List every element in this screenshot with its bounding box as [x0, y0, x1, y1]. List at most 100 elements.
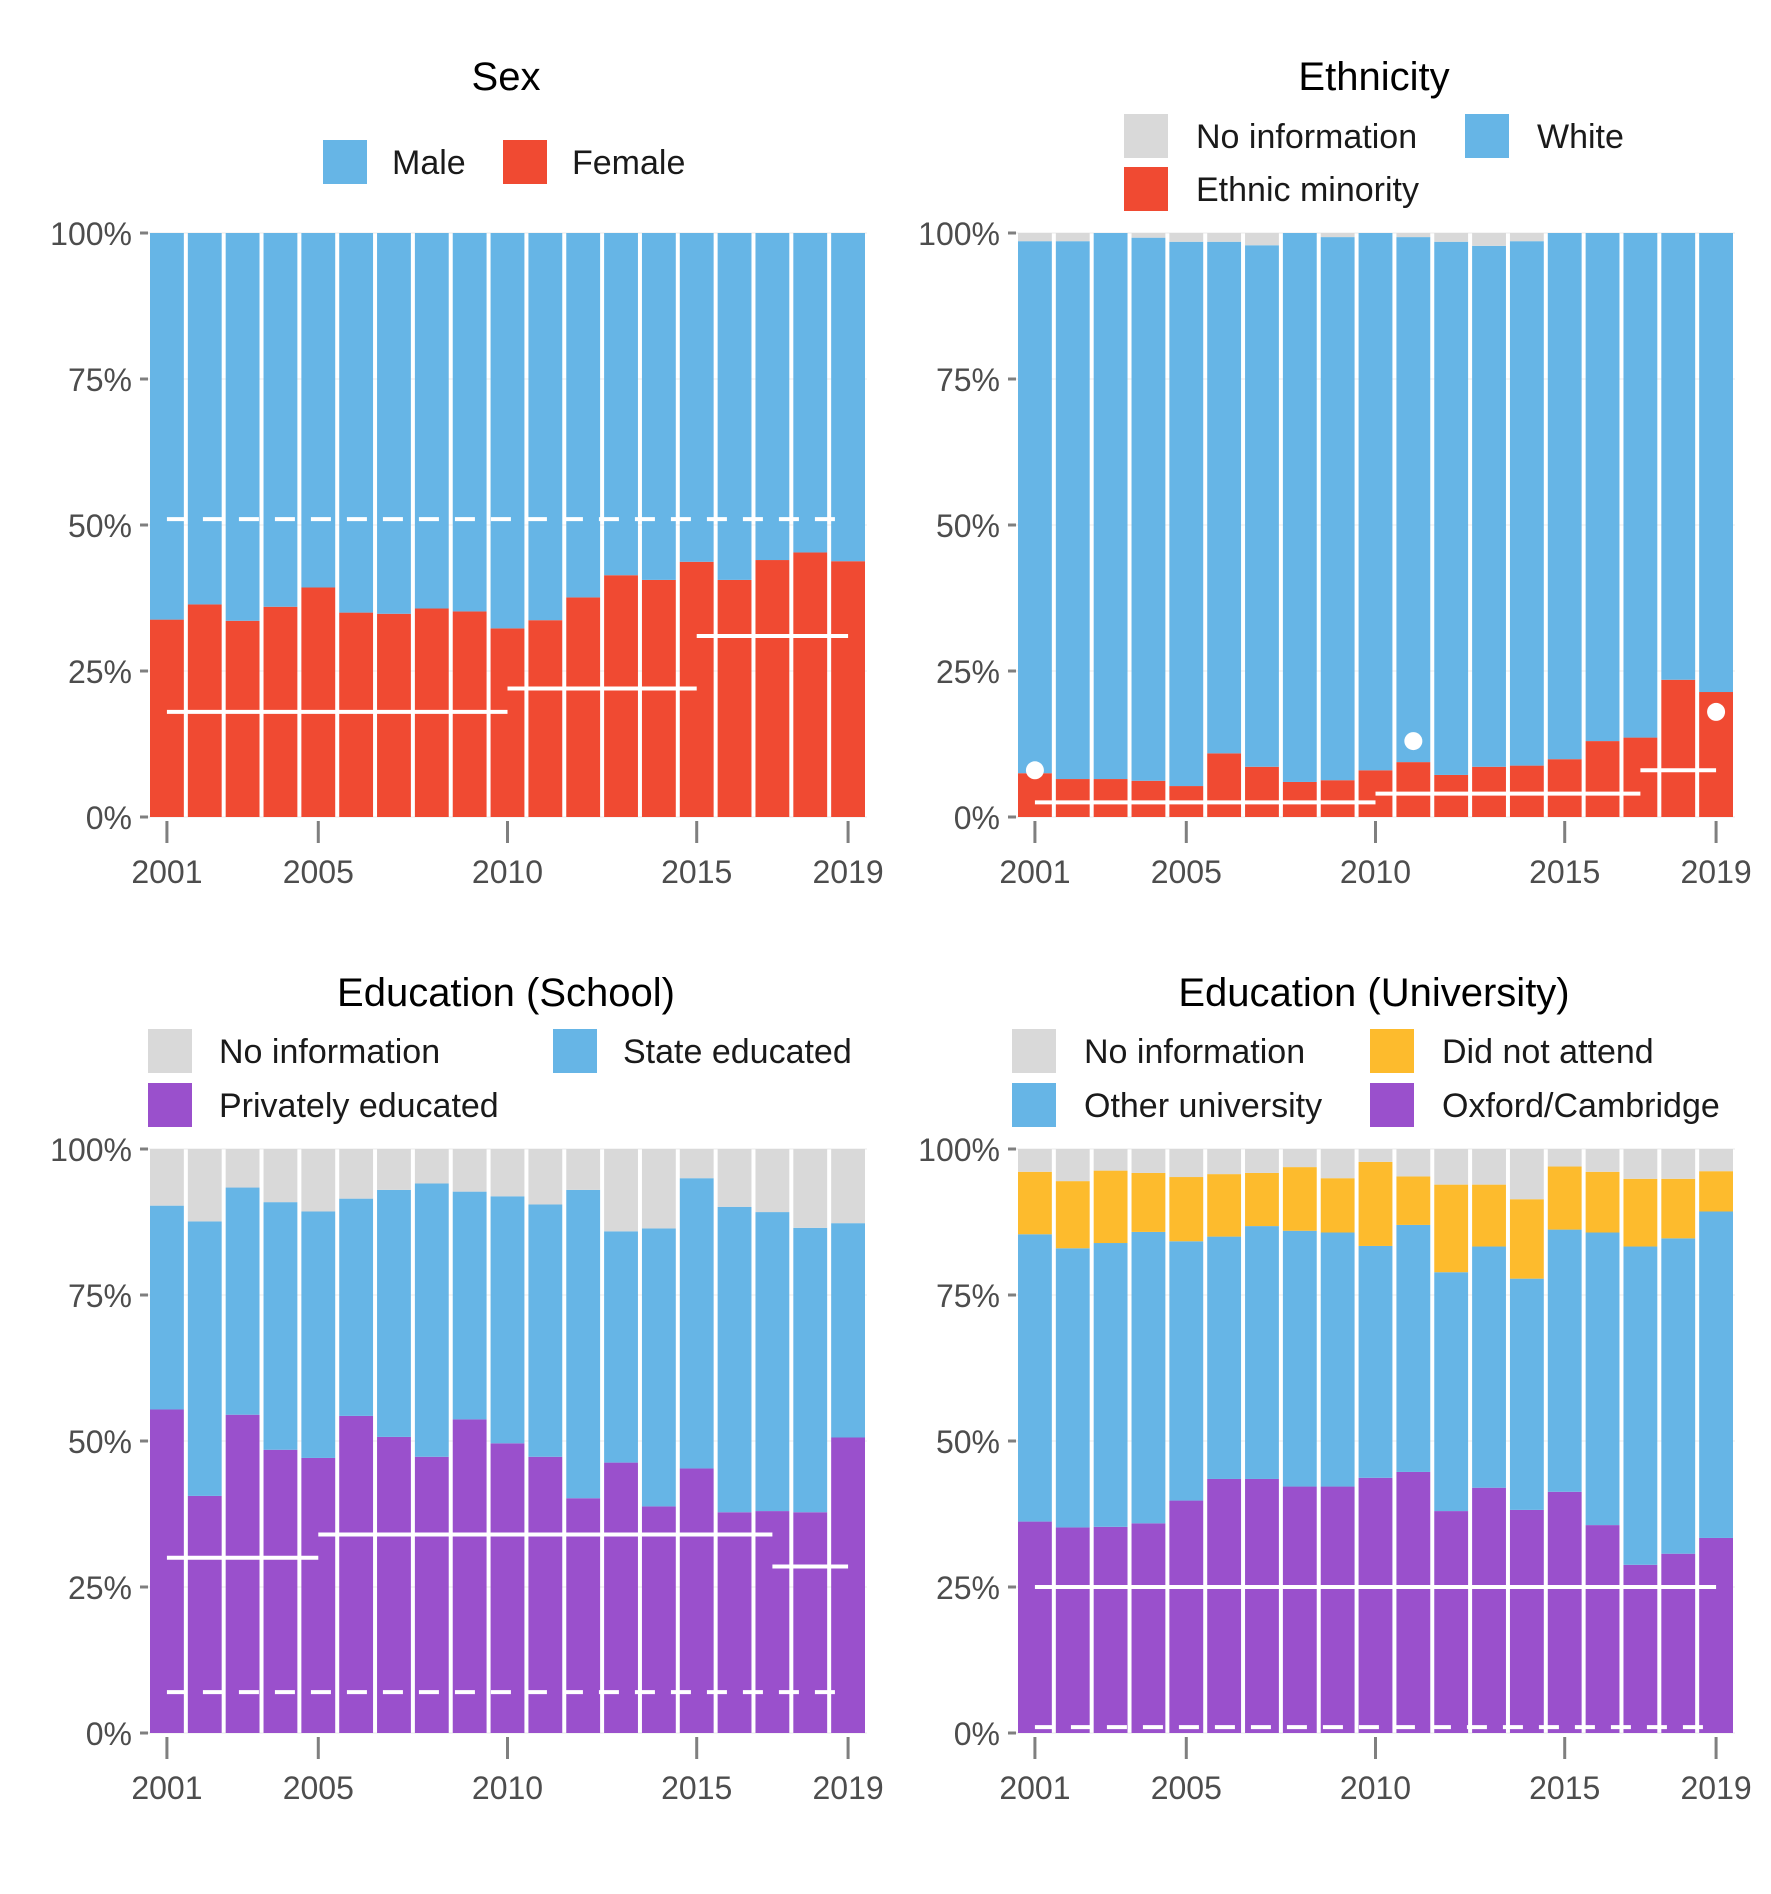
legend-label-male: Male	[392, 144, 466, 182]
bar-no-information-2009	[452, 1149, 487, 1192]
bar-did-not-attend-2002	[1055, 1181, 1090, 1249]
reference-point-0	[1025, 761, 1044, 780]
bar-no-information-2008	[414, 1149, 449, 1184]
bar-privately-educated-2015	[679, 1468, 714, 1733]
bar-no-information-2010	[490, 1149, 525, 1197]
bar-no-information-2009	[1320, 1149, 1355, 1179]
x-tick-label: 2010	[1340, 854, 1411, 890]
bar-other-university-2008	[1282, 1230, 1317, 1487]
bar-privately-educated-2017	[755, 1511, 790, 1733]
bar-privately-educated-2003	[225, 1414, 260, 1733]
bar-white-2017	[1623, 233, 1658, 738]
bar-no-information-2004	[1131, 233, 1166, 238]
reference-point-2	[1707, 702, 1726, 721]
bar-no-information-2018	[793, 1149, 828, 1228]
bar-privately-educated-2002	[187, 1495, 222, 1733]
bar-white-2015	[1547, 233, 1582, 760]
bar-did-not-attend-2008	[1282, 1167, 1317, 1231]
bar-no-information-2015	[1547, 1149, 1582, 1167]
bar-no-information-2005	[301, 1149, 336, 1212]
legend-label-oxford-cambridge: Oxford/Cambridge	[1442, 1087, 1720, 1125]
bar-no-information-2012	[566, 1149, 601, 1190]
legend-swatch-male	[323, 140, 367, 184]
bar-oxford-cambridge-2011	[1396, 1471, 1431, 1733]
bar-state-educated-2010	[490, 1196, 525, 1444]
x-tick-label: 2001	[131, 1770, 202, 1806]
legend-swatch-no-information	[1012, 1029, 1056, 1073]
bar-state-educated-2014	[641, 1228, 676, 1507]
y-tick-label: 0%	[86, 1716, 132, 1752]
bar-male-2009	[452, 233, 487, 612]
bar-oxford-cambridge-2010	[1358, 1477, 1393, 1733]
bar-did-not-attend-2018	[1661, 1178, 1696, 1239]
x-tick-label: 2019	[1680, 854, 1751, 890]
bar-other-university-2013	[1472, 1246, 1506, 1488]
bar-ethnic-minority-2004	[1131, 780, 1166, 817]
y-tick-label: 50%	[936, 1424, 1000, 1460]
bar-privately-educated-2013	[604, 1462, 638, 1733]
bar-ethnic-minority-2001	[1018, 773, 1052, 817]
series-oxford-cambridge	[1018, 1471, 1733, 1733]
bar-state-educated-2012	[566, 1189, 601, 1499]
bar-no-information-2019	[1699, 1149, 1733, 1172]
legend-label-no-information: No information	[219, 1033, 440, 1071]
bar-did-not-attend-2004	[1131, 1172, 1166, 1232]
bar-no-information-2006	[1207, 233, 1242, 242]
bar-no-information-2017	[755, 1149, 790, 1213]
bar-white-2018	[1661, 233, 1696, 680]
bar-did-not-attend-2011	[1396, 1176, 1431, 1225]
y-tick-label: 75%	[68, 362, 132, 398]
bar-no-information-2002	[1055, 1149, 1090, 1182]
bar-female-2001	[150, 619, 184, 817]
bar-oxford-cambridge-2003	[1093, 1526, 1128, 1733]
bar-male-2019	[831, 233, 865, 562]
bar-privately-educated-2006	[339, 1415, 374, 1733]
bar-oxford-cambridge-2016	[1585, 1525, 1620, 1733]
bar-did-not-attend-2010	[1358, 1161, 1393, 1246]
bar-oxford-cambridge-2015	[1547, 1491, 1582, 1733]
bar-privately-educated-2019	[831, 1437, 865, 1733]
series-no-information	[150, 1149, 865, 1232]
legend-swatch-privately-educated	[148, 1083, 192, 1127]
bar-male-2004	[263, 233, 298, 607]
y-tick-label: 50%	[68, 1424, 132, 1460]
bar-ethnic-minority-2014	[1509, 765, 1544, 817]
bar-other-university-2017	[1623, 1246, 1658, 1565]
bar-no-information-2011	[1396, 1149, 1431, 1177]
series-female	[150, 552, 865, 817]
bar-no-information-2013	[1472, 233, 1506, 246]
bar-male-2013	[604, 233, 638, 576]
bar-did-not-attend-2009	[1320, 1178, 1355, 1233]
bar-white-2001	[1018, 241, 1052, 774]
bar-privately-educated-2008	[414, 1456, 449, 1733]
x-tick-label: 2001	[999, 854, 1070, 890]
x-tick-label: 2005	[283, 1770, 354, 1806]
bar-other-university-2019	[1699, 1211, 1733, 1538]
bar-no-information-2004	[263, 1149, 298, 1203]
bar-other-university-2018	[1661, 1238, 1696, 1554]
bar-no-information-2005	[1169, 233, 1204, 242]
bar-no-information-2006	[1207, 1149, 1242, 1175]
bar-did-not-attend-2005	[1169, 1177, 1204, 1242]
chart-title: Education (University)	[1178, 971, 1569, 1015]
bar-oxford-cambridge-2014	[1509, 1509, 1544, 1733]
legend-label-female: Female	[572, 144, 685, 182]
bar-did-not-attend-2003	[1093, 1170, 1128, 1244]
series-male	[150, 233, 865, 629]
bar-oxford-cambridge-2012	[1434, 1511, 1469, 1733]
bar-no-information-2014	[641, 1149, 676, 1229]
plot-area: 0% 25% 50% 75% 100% 2001 2005 2010 2015 2019	[918, 1132, 1752, 1806]
bar-privately-educated-2009	[452, 1419, 487, 1733]
bar-ethnic-minority-2002	[1055, 779, 1090, 817]
bar-no-information-2008	[1282, 1149, 1317, 1168]
bar-no-information-2013	[1472, 1149, 1506, 1185]
bar-male-2008	[414, 233, 449, 609]
bar-no-information-2011	[528, 1149, 563, 1205]
series-state-educated	[150, 1178, 865, 1513]
legend-swatch-did-not-attend	[1370, 1029, 1414, 1073]
x-tick-label: 2001	[999, 1770, 1070, 1806]
bar-other-university-2002	[1055, 1248, 1090, 1528]
bar-did-not-attend-2006	[1207, 1174, 1242, 1237]
bar-oxford-cambridge-2018	[1661, 1553, 1696, 1733]
